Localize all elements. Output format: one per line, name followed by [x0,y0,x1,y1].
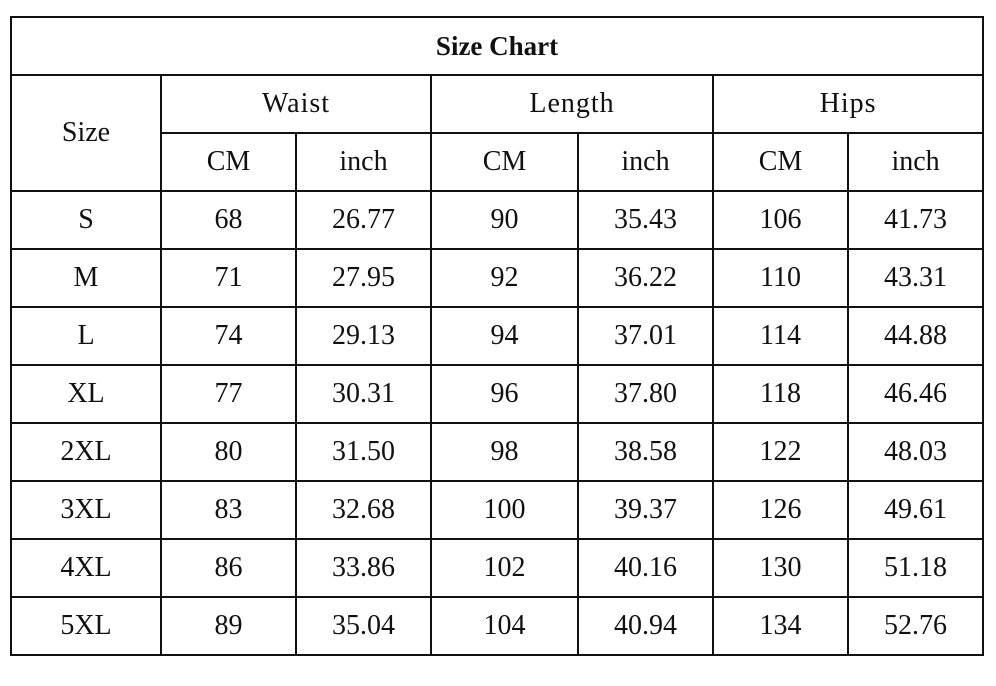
table-row: S 68 26.77 90 35.43 106 41.73 [10,190,985,250]
measure-cell: 118 [712,364,849,424]
size-header: Size [10,74,162,192]
size-cell: 5XL [10,596,162,656]
measure-cell: 110 [712,248,849,308]
measure-cell: 37.01 [577,306,714,366]
measure-cell: 106 [712,190,849,250]
measure-cell: 90 [430,190,579,250]
table-title: Size Chart [9,16,985,76]
size-cell: XL [10,364,162,424]
measure-cell: 86 [160,538,297,598]
unit-header: inch [295,132,432,192]
measure-cell: 35.43 [577,190,714,250]
measure-cell: 96 [430,364,579,424]
table-row: XL 77 30.31 96 37.80 118 46.46 [10,364,985,424]
measure-cell: 94 [430,306,579,366]
table-row: 4XL 86 33.86 102 40.16 130 51.18 [10,538,985,598]
measure-cell: 122 [712,422,849,482]
measure-cell: 35.04 [295,596,432,656]
table-row: M 71 27.95 92 36.22 110 43.31 [10,248,985,308]
unit-header: CM [160,132,297,192]
unit-header: inch [577,132,714,192]
size-cell: L [10,306,162,366]
measure-cell: 83 [160,480,297,540]
size-cell: 2XL [10,422,162,482]
measure-cell: 43.31 [846,248,985,308]
measure-cell: 41.73 [846,190,985,250]
measure-cell: 52.76 [846,596,985,656]
measure-cell: 104 [430,596,579,656]
measure-cell: 80 [160,422,297,482]
measure-cell: 46.46 [846,364,985,424]
measure-cell: 100 [430,480,579,540]
size-table: Size Chart Size Waist Length Hips CM inch CM… [9,16,985,656]
measure-cell: 89 [160,596,297,656]
measure-cell: 51.18 [846,538,985,598]
measure-cell: 26.77 [295,190,432,250]
measure-cell: 32.68 [295,480,432,540]
group-header: Hips [711,74,985,134]
measure-cell: 44.88 [846,306,985,366]
unit-header: inch [846,132,985,192]
measure-cell: 98 [430,422,579,482]
group-header: Waist [160,74,432,134]
measure-cell: 130 [712,538,849,598]
size-cell: M [10,248,162,308]
measure-cell: 31.50 [295,422,432,482]
table-row: 5XL 89 35.04 104 40.94 134 52.76 [10,596,985,656]
measure-cell: 40.16 [577,538,714,598]
measure-cell: 37.80 [577,364,714,424]
measure-cell: 38.58 [577,422,714,482]
measure-cell: 27.95 [295,248,432,308]
measure-cell: 71 [160,248,297,308]
measure-cell: 48.03 [846,422,985,482]
size-cell: S [10,190,162,250]
measure-cell: 29.13 [295,306,432,366]
measure-cell: 114 [712,306,849,366]
measure-cell: 68 [160,190,297,250]
measure-cell: 39.37 [577,480,714,540]
unit-header: CM [430,132,579,192]
measure-cell: 40.94 [577,596,714,656]
measure-cell: 134 [712,596,849,656]
size-cell: 3XL [10,480,162,540]
measure-cell: 74 [160,306,297,366]
measure-cell: 102 [430,538,579,598]
size-cell: 4XL [10,538,162,598]
measure-cell: 30.31 [295,364,432,424]
measure-cell: 92 [430,248,579,308]
measure-cell: 126 [712,480,849,540]
measure-cell: 33.86 [295,538,432,598]
table-row: 2XL 80 31.50 98 38.58 122 48.03 [10,422,985,482]
measure-cell: 36.22 [577,248,714,308]
table-row: 3XL 83 32.68 100 39.37 126 49.61 [10,480,985,540]
table-row: L 74 29.13 94 37.01 114 44.88 [10,306,985,366]
unit-header: CM [712,132,849,192]
measure-cell: 77 [160,364,297,424]
measure-cell: 49.61 [846,480,985,540]
group-header: Length [430,74,714,134]
